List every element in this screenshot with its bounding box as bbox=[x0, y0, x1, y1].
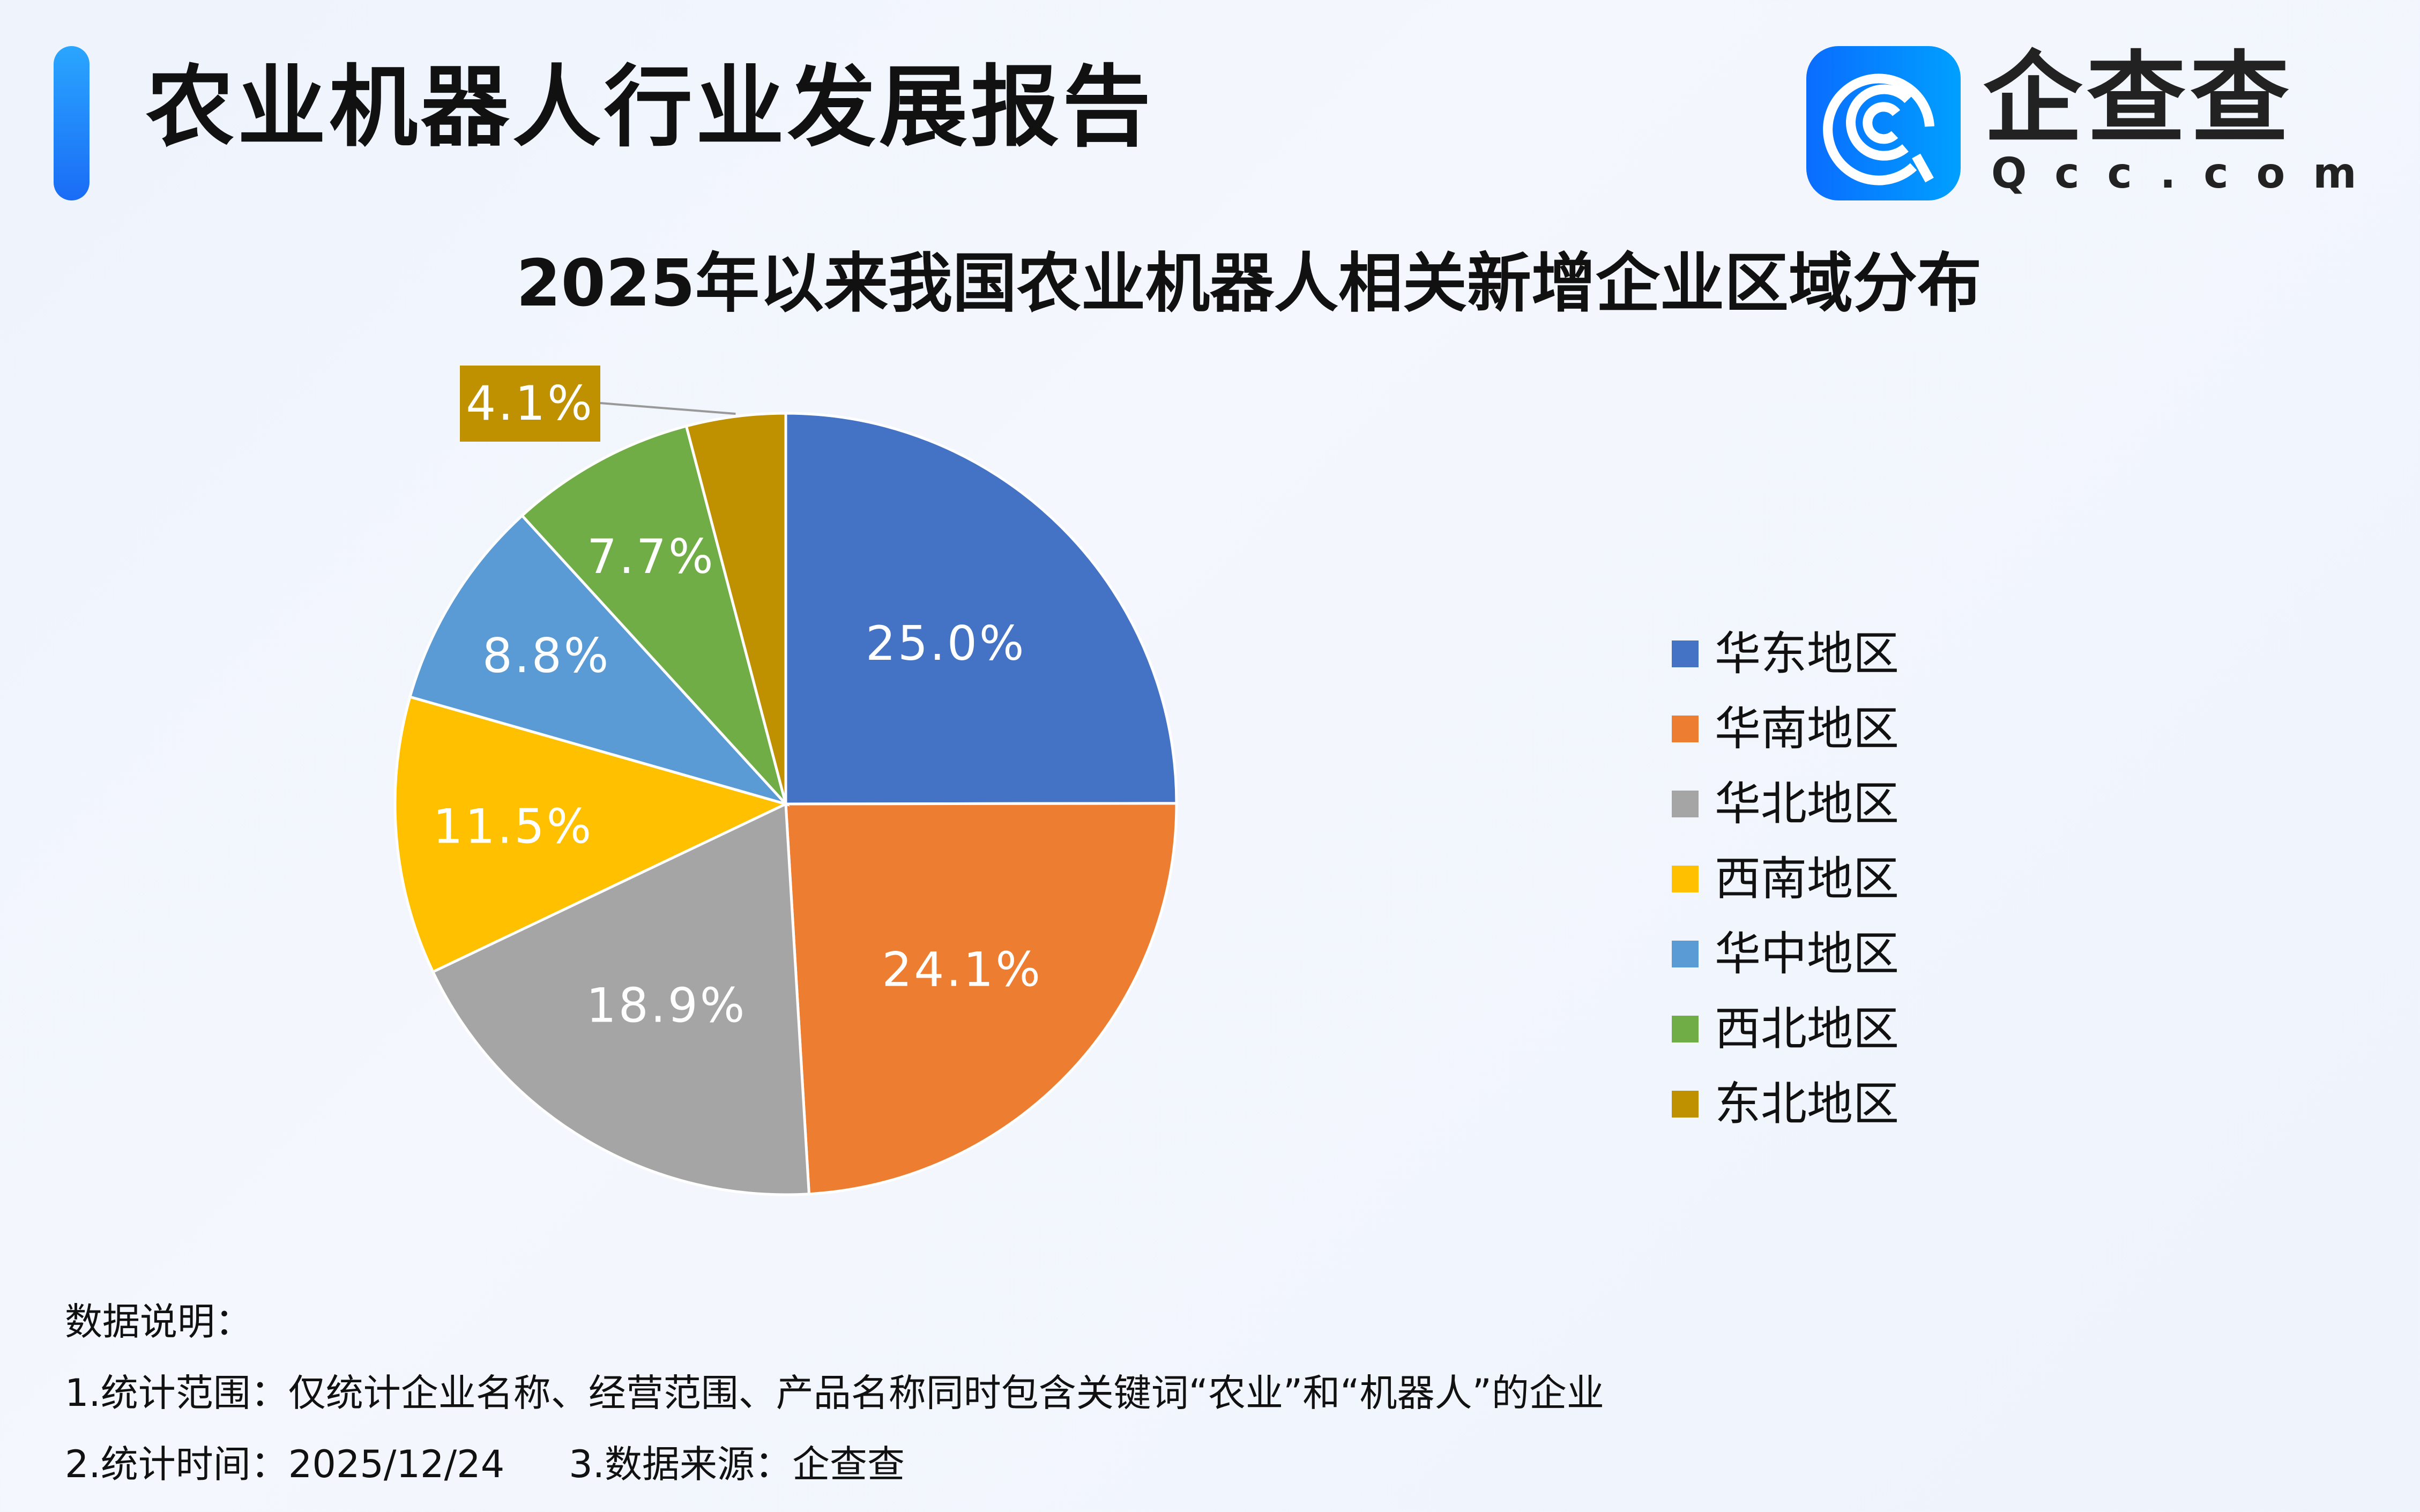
title-accent-bar bbox=[54, 46, 90, 200]
legend-label: 华东地区 bbox=[1715, 627, 1899, 681]
slice-label-2: 18.9% bbox=[586, 978, 747, 1033]
legend-label: 华中地区 bbox=[1715, 927, 1899, 981]
legend-item: 华北地区 bbox=[1672, 766, 1899, 841]
chart-title: 2025年以来我国农业机器人相关新增企业区域分布 bbox=[516, 247, 1982, 321]
legend: 华东地区华南地区华北地区西南地区华中地区西北地区东北地区 bbox=[1672, 616, 1899, 1142]
legend-swatch bbox=[1672, 640, 1699, 667]
qcc-logo-icon bbox=[1806, 46, 1961, 200]
legend-swatch bbox=[1672, 1091, 1699, 1118]
notes-line-1: 1.统计范围：仅统计企业名称、经营范围、产品名称同时包含关键词“农业”和“机器人… bbox=[65, 1371, 1604, 1415]
legend-label: 华北地区 bbox=[1715, 777, 1899, 831]
slice-label-box bbox=[460, 366, 600, 442]
legend-label: 华南地区 bbox=[1715, 702, 1899, 756]
legend-label: 东北地区 bbox=[1715, 1077, 1899, 1131]
legend-item: 西南地区 bbox=[1672, 841, 1899, 917]
slice-label-6: 4.1% bbox=[466, 376, 594, 431]
notes-line-2: 2.统计时间：2025/12/24 bbox=[65, 1442, 505, 1486]
pie-slice-3 bbox=[393, 695, 790, 974]
legend-swatch bbox=[1672, 1016, 1699, 1042]
notes-line-3: 3.数据来源：企查查 bbox=[569, 1442, 905, 1486]
notes-heading: 数据说明： bbox=[65, 1300, 252, 1344]
legend-item: 华南地区 bbox=[1672, 691, 1899, 766]
pie-slice-1 bbox=[784, 802, 1178, 1196]
pie-slice-0 bbox=[784, 412, 1178, 806]
legend-swatch bbox=[1672, 791, 1699, 817]
legend-item: 华东地区 bbox=[1672, 616, 1899, 691]
legend-swatch bbox=[1672, 866, 1699, 892]
pie-slice-6 bbox=[684, 412, 787, 805]
pie-slice-5 bbox=[520, 424, 787, 805]
pie-slice-2 bbox=[431, 802, 811, 1196]
legend-item: 东北地区 bbox=[1672, 1067, 1899, 1142]
legend-item: 华中地区 bbox=[1672, 917, 1899, 992]
slice-label-5: 7.7% bbox=[587, 529, 716, 584]
page-title: 农业机器人行业发展报告 bbox=[146, 56, 1154, 159]
slice-label-4: 8.8% bbox=[482, 628, 611, 683]
data-notes: 数据说明： 1.统计范围：仅统计企业名称、经营范围、产品名称同时包含关键词“农业… bbox=[65, 1286, 1604, 1500]
slice-label-3: 11.5% bbox=[433, 799, 594, 854]
logo-domain: Qcc.com bbox=[1991, 150, 2385, 198]
logo-text: 企查查 bbox=[1983, 41, 2294, 157]
legend-item: 西北地区 bbox=[1672, 992, 1899, 1067]
slice-label-0: 25.0% bbox=[866, 616, 1026, 671]
legend-swatch bbox=[1672, 716, 1699, 742]
legend-label: 西南地区 bbox=[1715, 852, 1899, 906]
legend-label: 西北地区 bbox=[1715, 1002, 1899, 1056]
slice-label-1: 24.1% bbox=[882, 942, 1043, 997]
leader-line bbox=[600, 402, 736, 415]
pie-slice-4 bbox=[408, 513, 790, 807]
legend-swatch bbox=[1672, 941, 1699, 967]
